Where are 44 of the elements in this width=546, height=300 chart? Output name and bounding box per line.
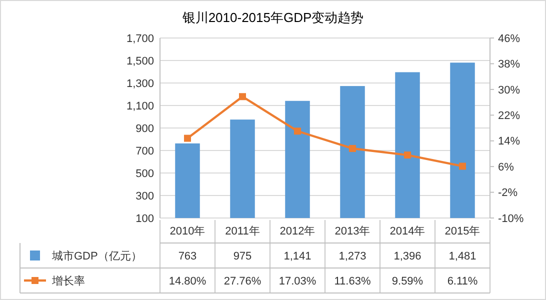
y-tick-label: 1,300 — [126, 78, 154, 90]
y-tick-label: 1,100 — [126, 100, 154, 112]
data-label: 975 — [233, 250, 252, 262]
data-label: 1,481 — [448, 250, 476, 262]
y-tick-label: 700 — [136, 145, 154, 158]
y2-tick-label: 30% — [498, 84, 520, 96]
x-tick-label: 2014年 — [390, 225, 426, 238]
y2-tick-label: 6% — [498, 161, 514, 174]
data-label: 27.76% — [224, 275, 262, 288]
data-label: 763 — [178, 250, 197, 262]
y2-tick-label: 22% — [498, 110, 520, 122]
y-tick-label: 500 — [136, 168, 154, 180]
legend-label: 增长率 — [51, 274, 85, 288]
data-label: 6.11% — [447, 275, 478, 288]
x-tick-label: 2013年 — [334, 225, 370, 238]
data-label: 9.59% — [392, 275, 424, 288]
data-label: 11.63% — [334, 275, 371, 288]
legend-label: 城市GDP（亿元） — [51, 249, 142, 262]
y2-tick-label: 14% — [498, 136, 520, 148]
y-tick-label: 1,500 — [126, 55, 154, 68]
point — [349, 144, 356, 152]
data-label: 1,396 — [394, 250, 422, 262]
point — [404, 152, 411, 159]
x-tick-label: 2010年 — [170, 225, 206, 238]
y-tick-label: 300 — [136, 190, 154, 202]
data-label: 14.80% — [168, 275, 206, 288]
y-tick-label: 1,700 — [126, 32, 154, 45]
y-tick-label: 900 — [136, 122, 154, 135]
point — [184, 134, 191, 142]
x-tick-label: 2012年 — [280, 225, 316, 238]
y2-tick-label: 46% — [498, 32, 520, 45]
data-label: 1,273 — [338, 250, 366, 262]
x-tick-label: 2015年 — [444, 225, 480, 238]
data-label: 1,141 — [284, 250, 312, 262]
point — [239, 93, 246, 100]
y-tick-label: 100 — [136, 212, 154, 225]
y2-tick-label: 38% — [498, 58, 520, 71]
data-label: 17.03% — [278, 275, 316, 288]
chart-title: 银川2010-2015年GDP变动趋势 — [181, 10, 364, 25]
y2-tick-label: -2% — [498, 187, 518, 200]
x-tick-label: 2011年 — [225, 225, 260, 238]
point — [294, 128, 301, 135]
point — [459, 162, 466, 170]
y2-tick-label: -10% — [498, 212, 524, 225]
